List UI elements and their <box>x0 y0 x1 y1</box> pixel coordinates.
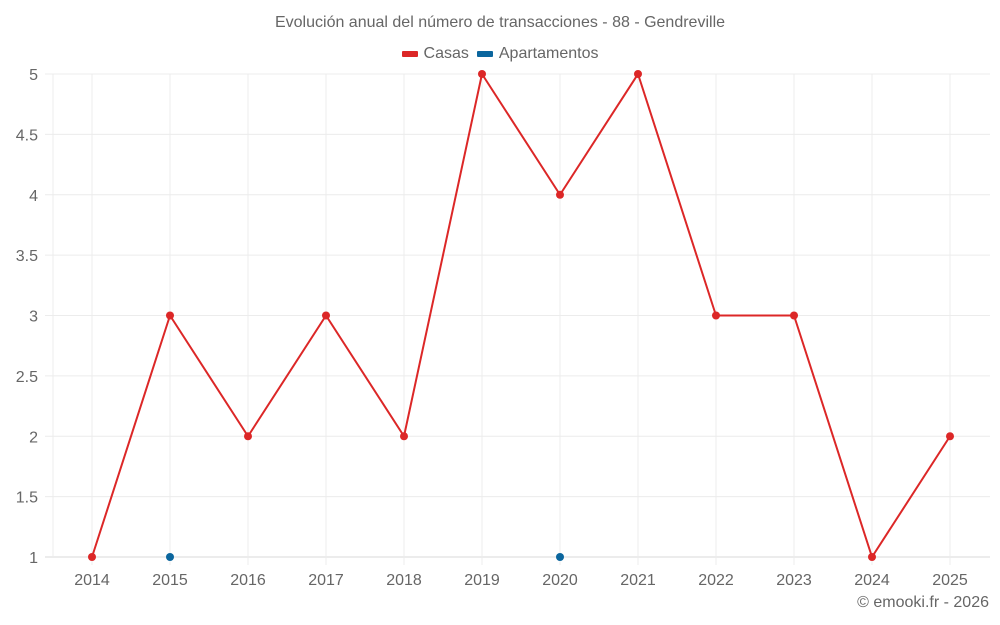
x-tick-label: 2021 <box>620 572 656 589</box>
x-tick-label: 2023 <box>776 572 812 589</box>
data-point-casas[interactable] <box>712 311 720 320</box>
x-tick-label: 2024 <box>854 572 890 589</box>
y-tick-label: 2.5 <box>16 369 38 386</box>
data-series <box>88 70 954 561</box>
x-tick-label: 2017 <box>308 572 344 589</box>
legend-swatch-apartamentos <box>476 51 493 57</box>
credit-text: © emooki.fr - 2026 <box>857 594 989 611</box>
y-tick-label: 4 <box>29 188 38 205</box>
y-axis-labels: 1 1.5 2 2.5 3 3.5 4 4.5 5 <box>16 67 38 567</box>
x-tick-label: 2019 <box>464 572 500 589</box>
x-axis-labels: 2014 2015 2016 2017 2018 2019 2020 2021 2022 2023… <box>74 572 968 589</box>
grid-lines <box>45 73 990 565</box>
legend-item-apartamentos[interactable]: Apartamentos <box>476 45 599 63</box>
legend-label-casas: Casas <box>423 45 469 62</box>
y-tick-label: 2 <box>29 429 38 446</box>
x-tick-label: 2016 <box>230 572 266 589</box>
y-tick-label: 1 <box>29 550 38 567</box>
data-point-apartamentos[interactable] <box>166 553 174 561</box>
data-point-casas[interactable] <box>790 311 798 320</box>
legend-item-casas[interactable]: Casas <box>401 45 469 63</box>
x-tick-label: 2022 <box>698 572 734 589</box>
data-point-casas[interactable] <box>556 190 564 199</box>
x-tick-label: 2018 <box>386 572 422 589</box>
x-tick-label: 2014 <box>74 572 110 589</box>
data-point-casas[interactable] <box>322 311 330 320</box>
legend-label-apartamentos: Apartamentos <box>498 45 599 62</box>
y-tick-label: 3 <box>29 309 38 326</box>
series-line-casas <box>91 73 951 558</box>
x-tick-label: 2015 <box>152 572 188 589</box>
y-tick-label: 5 <box>29 67 38 84</box>
x-tick-label: 2020 <box>542 572 578 589</box>
y-tick-label: 4.5 <box>16 127 38 144</box>
chart-title: Evolución anual del número de transaccio… <box>274 14 726 31</box>
data-point-casas[interactable] <box>166 311 174 320</box>
data-point-casas[interactable] <box>634 70 642 78</box>
data-point-casas[interactable] <box>400 432 408 441</box>
y-tick-label: 1.5 <box>16 490 38 507</box>
data-point-casas[interactable] <box>478 70 486 78</box>
legend-swatch-casas <box>401 51 418 57</box>
x-tick-label: 2025 <box>932 572 968 589</box>
data-point-casas[interactable] <box>244 432 252 441</box>
data-point-apartamentos[interactable] <box>556 553 564 561</box>
y-tick-label: 3.5 <box>16 248 38 265</box>
data-point-casas[interactable] <box>868 553 876 561</box>
chart-legend: Casas Apartamentos <box>0 45 1000 63</box>
data-point-casas[interactable] <box>946 432 954 441</box>
data-point-casas[interactable] <box>88 553 96 561</box>
